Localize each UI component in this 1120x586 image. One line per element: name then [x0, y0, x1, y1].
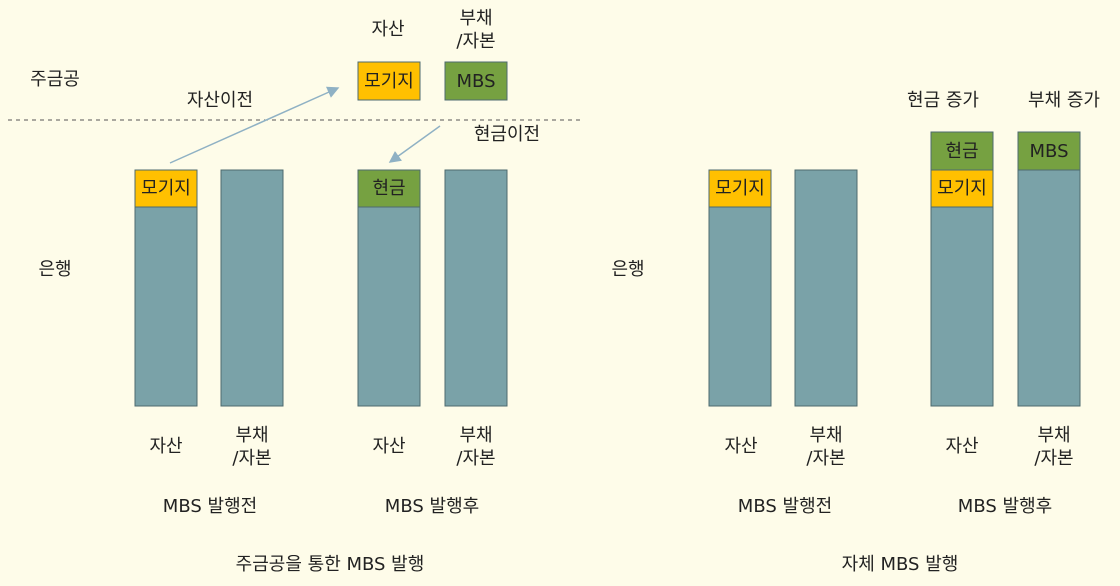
group-label: MBS 발행후 [385, 496, 479, 517]
box [1017, 131, 1081, 171]
increase-label: 부채 증가 [1028, 90, 1100, 111]
box [357, 169, 421, 208]
bar [444, 169, 508, 407]
axis-label: 부채 [235, 425, 268, 446]
arrow-label: 자산이전 [187, 90, 253, 111]
box-label: 현금 [372, 178, 405, 199]
axis-label: 자산 [372, 436, 405, 457]
caption: 주금공을 통한 MBS 발행 [236, 554, 425, 575]
header: 자산 [371, 19, 404, 40]
box [930, 169, 994, 208]
bar [708, 169, 772, 407]
header: /자본 [456, 31, 495, 52]
box [444, 61, 508, 101]
group-label: MBS 발행후 [958, 496, 1052, 517]
box [357, 61, 421, 101]
axis-label: /자본 [456, 448, 495, 469]
box-label: 모기지 [937, 178, 987, 199]
box [708, 169, 772, 208]
entity-label: 주금공 [30, 69, 80, 90]
axis-label: 자산 [945, 436, 978, 457]
bar [794, 169, 858, 407]
bar [1017, 131, 1081, 407]
entity-label: 은행 [611, 259, 644, 280]
box-label: 모기지 [715, 178, 765, 199]
caption: 자체 MBS 발행 [842, 554, 959, 575]
box [930, 131, 994, 171]
box-label: MBS [1030, 141, 1069, 162]
group-label: MBS 발행전 [738, 496, 832, 517]
axis-label: 자산 [724, 436, 757, 457]
box-label: 현금 [945, 141, 978, 162]
axis-label: 부채 [1037, 425, 1070, 446]
box-label: 모기지 [364, 71, 414, 92]
axis-label: /자본 [1034, 448, 1073, 469]
axis-label: 부채 [459, 425, 492, 446]
arrow [169, 86, 340, 164]
arrow [388, 125, 441, 163]
entity-label: 은행 [38, 259, 71, 280]
axis-label: /자본 [806, 448, 845, 469]
box-label: 모기지 [141, 178, 191, 199]
group-label: MBS 발행전 [163, 496, 257, 517]
increase-label: 현금 증가 [907, 90, 979, 111]
box [134, 169, 198, 208]
bar [357, 169, 421, 407]
bar [220, 169, 284, 407]
arrow-label: 현금이전 [474, 124, 540, 145]
header: 부채 [459, 8, 492, 29]
axis-label: 자산 [149, 436, 182, 457]
box-label: MBS [457, 71, 496, 92]
axis-label: /자본 [232, 448, 271, 469]
axis-label: 부채 [809, 425, 842, 446]
